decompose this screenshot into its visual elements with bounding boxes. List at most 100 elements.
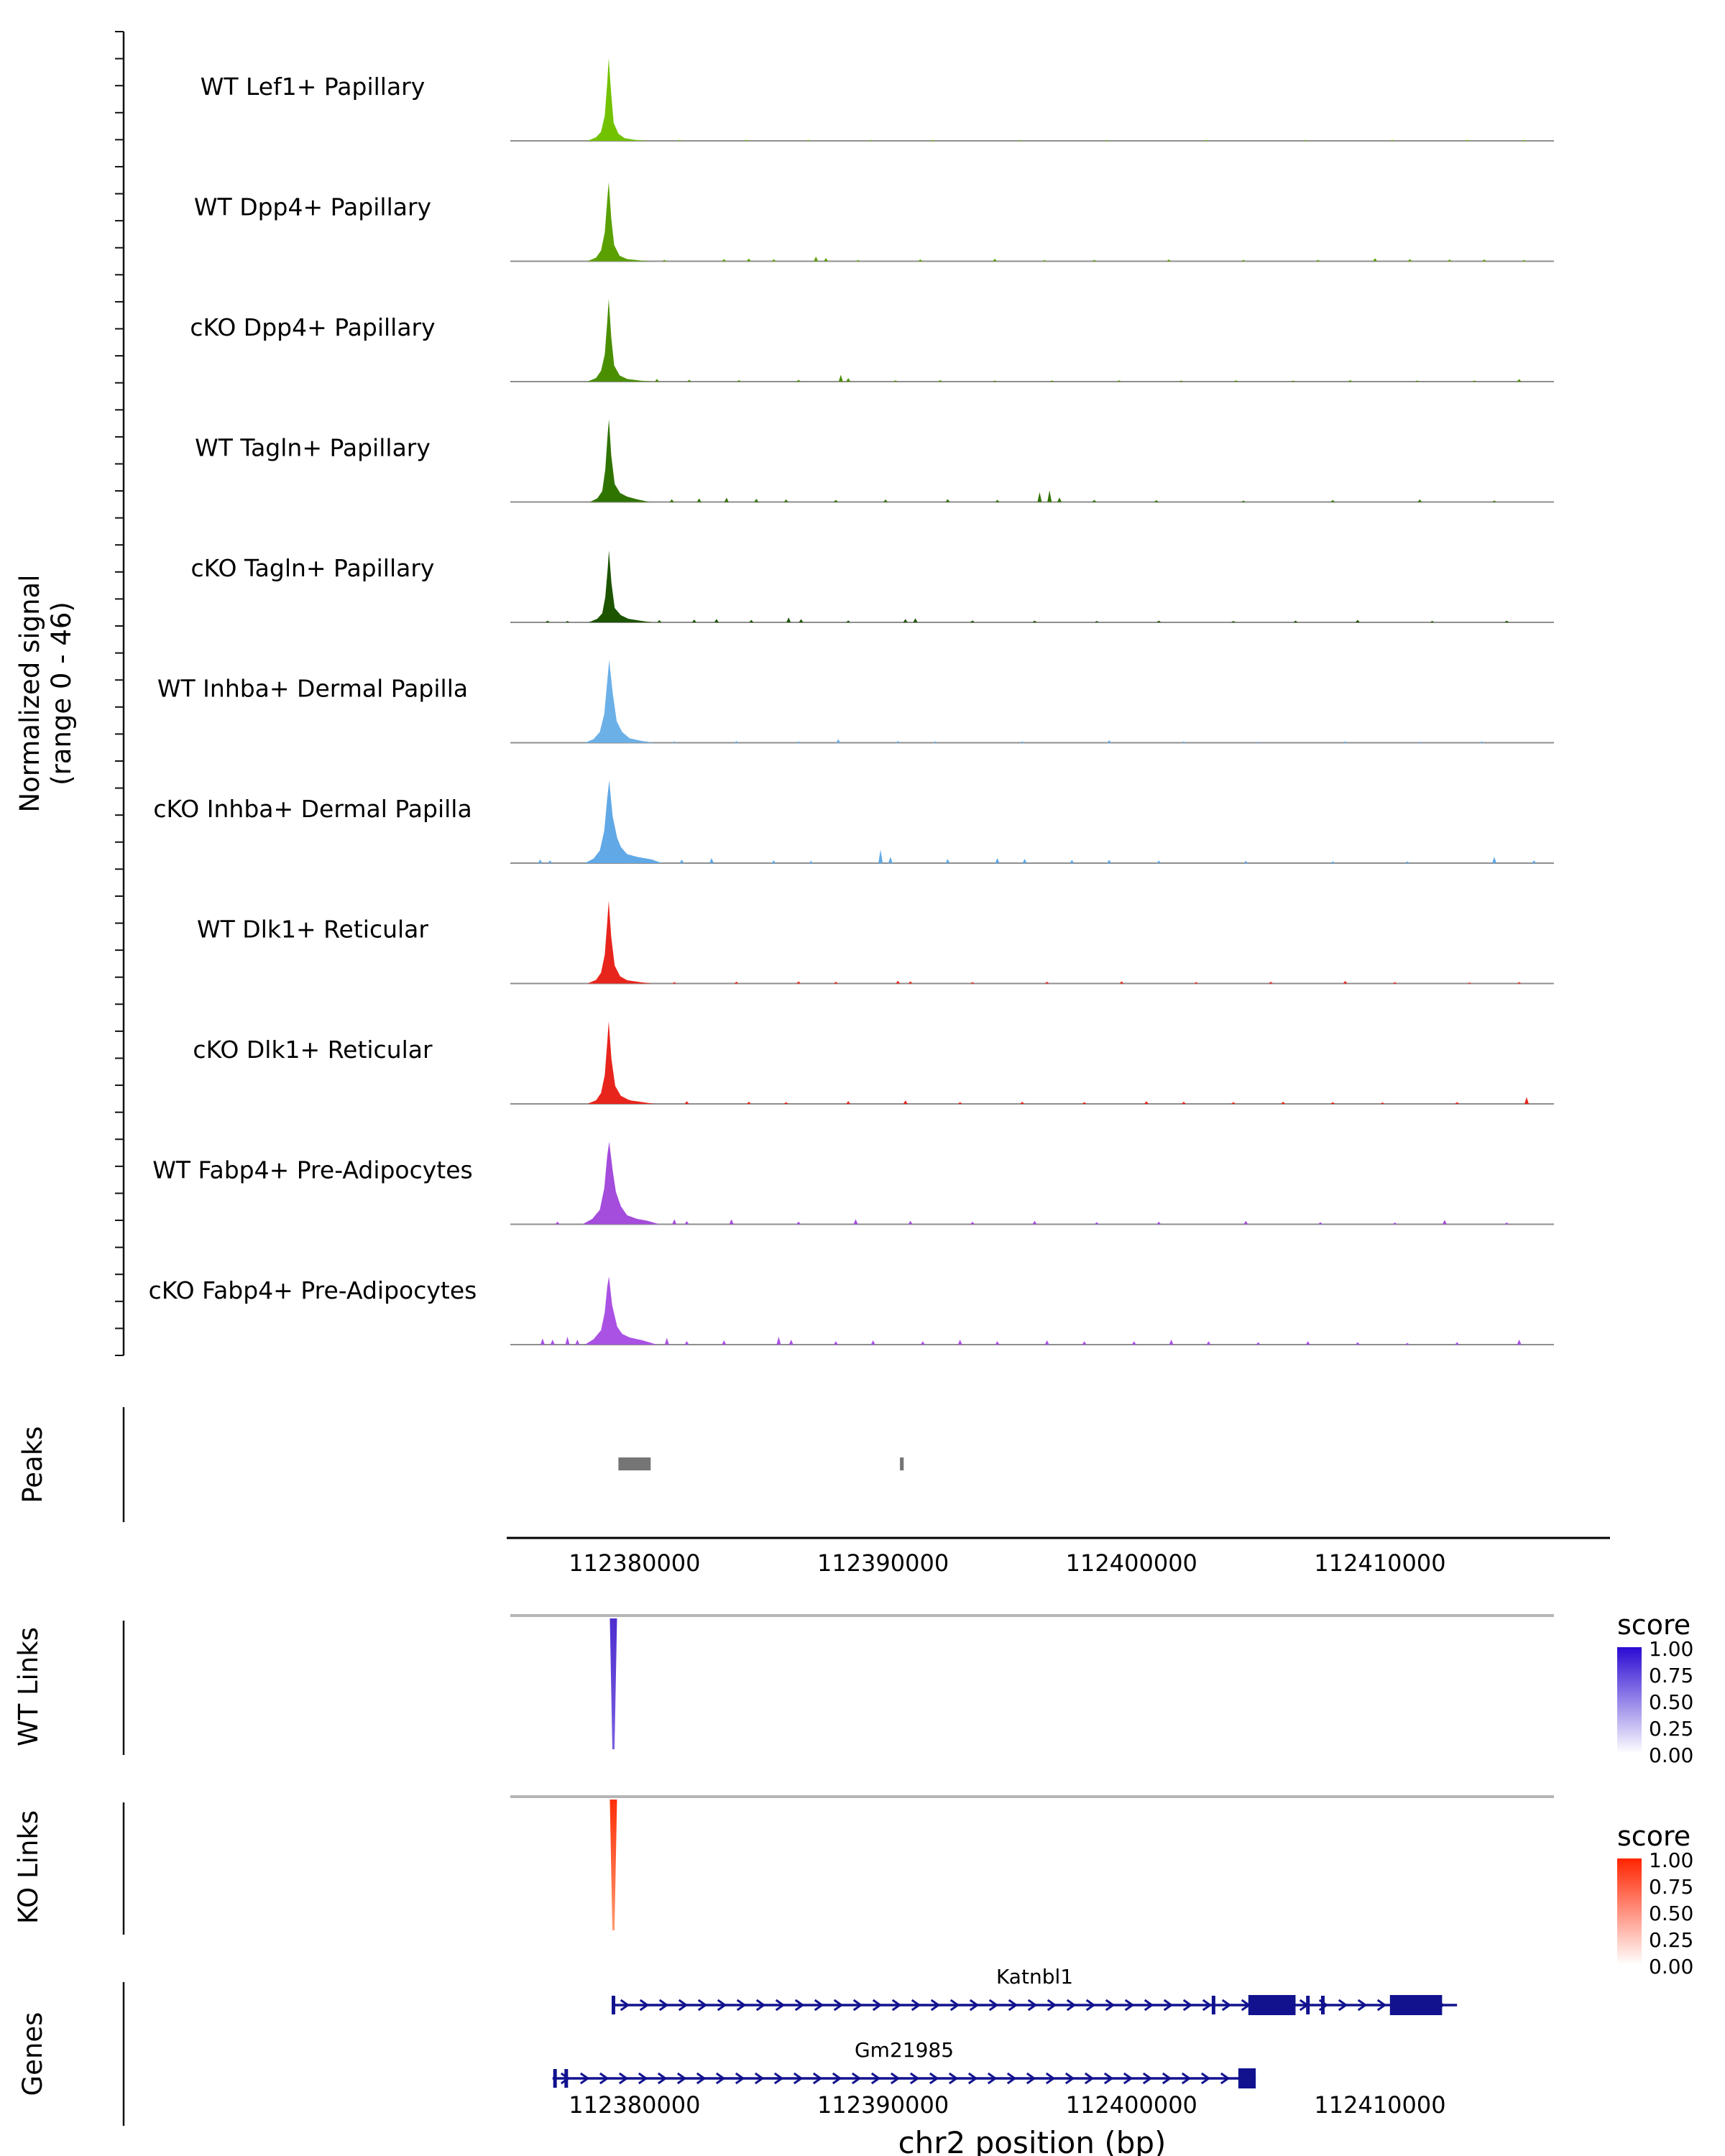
gene-strand-arrow-icon xyxy=(1200,2072,1211,2085)
noise-spike xyxy=(1390,139,1395,141)
signal-y-axis-bracket xyxy=(115,31,125,1356)
track-label: WT Lef1+ Papillary xyxy=(201,73,426,101)
noise-spike xyxy=(1256,1342,1261,1345)
gene-strand-arrow-icon xyxy=(1124,1999,1135,2012)
gene-strand-arrow-icon xyxy=(678,1999,689,2012)
noise-spike xyxy=(1430,621,1435,622)
noise-spike xyxy=(709,858,714,863)
gene-strand-arrow-icon xyxy=(891,1999,902,2012)
gene-strand-arrow-icon xyxy=(851,2072,862,2085)
noise-spike xyxy=(1156,860,1162,863)
noise-spike xyxy=(1206,1341,1211,1345)
noise-spike xyxy=(1156,1222,1162,1225)
noise-spike xyxy=(1032,620,1037,622)
noise-spike xyxy=(918,259,923,262)
gene-strand-arrow-icon xyxy=(793,2072,804,2085)
noise-spike xyxy=(734,982,739,984)
noise-spike xyxy=(1022,859,1027,863)
gene-strand-arrow-icon xyxy=(676,2072,687,2085)
noise-spike xyxy=(945,499,950,502)
noise-spike xyxy=(1305,1341,1310,1345)
noise-spike xyxy=(1517,1340,1522,1345)
gene-exon-tick xyxy=(1306,1996,1310,2014)
noise-spike xyxy=(1092,499,1097,502)
noise-spike xyxy=(788,1340,794,1345)
gene-strand-arrow-icon xyxy=(1220,2072,1230,2085)
track-label: WT Tagln+ Papillary xyxy=(195,434,431,462)
noise-spike xyxy=(1032,1220,1037,1225)
x-tick-label: 112410000 xyxy=(1314,1549,1445,1577)
gene-strand-arrow-icon xyxy=(852,1999,863,2012)
gene-exon-tick xyxy=(1321,1996,1325,2014)
noise-spike xyxy=(1291,380,1295,382)
noise-spike xyxy=(814,257,819,262)
noise-spike xyxy=(1380,1102,1385,1104)
noise-spike xyxy=(729,1219,734,1225)
track-signal-area xyxy=(588,550,653,622)
noise-spike xyxy=(833,1341,838,1345)
noise-spike xyxy=(1044,1340,1049,1345)
noise-spike xyxy=(722,1340,727,1345)
noise-spike xyxy=(1330,861,1335,863)
noise-spike xyxy=(672,741,677,743)
noise-spike xyxy=(1455,1342,1460,1345)
noise-spike xyxy=(1231,1102,1236,1104)
gene-strand-arrow-icon xyxy=(872,1999,883,2012)
score-legend-tick-label: 0.00 xyxy=(1649,1743,1693,1767)
noise-spike xyxy=(1465,139,1469,141)
track-signal-area xyxy=(584,780,662,863)
noise-spike xyxy=(1233,380,1238,382)
noise-spike xyxy=(1504,1222,1509,1225)
noise-spike xyxy=(1241,259,1246,262)
ko-links-track xyxy=(122,1795,1554,1935)
noise-spike xyxy=(824,258,829,262)
noise-spike xyxy=(771,860,776,863)
noise-spike xyxy=(1049,380,1054,382)
noise-spike xyxy=(737,380,742,382)
noise-spike xyxy=(1131,1341,1136,1345)
noise-spike xyxy=(970,620,975,622)
gene-strand-arrow-icon xyxy=(620,1999,630,2012)
gene-strand-arrow-icon xyxy=(969,1999,980,2012)
noise-spike xyxy=(970,982,975,984)
gene-strand-arrow-icon xyxy=(1221,1999,1232,2012)
gene-strand-arrow-icon xyxy=(1357,1999,1368,2012)
track-label: cKO Tagln+ Papillary xyxy=(191,554,435,582)
track-label: cKO Inhba+ Dermal Papilla xyxy=(153,795,472,823)
noise-spike xyxy=(1042,259,1047,262)
gene-strand-arrow-icon xyxy=(658,1999,669,2012)
noise-spike xyxy=(664,1337,669,1345)
noise-spike xyxy=(1092,259,1097,262)
y-axis-label-line1: Normalized signal xyxy=(14,574,45,812)
genes-track: Katnbl1 Gm21985 xyxy=(122,1965,1458,2126)
noise-spike xyxy=(903,619,908,622)
noise-spike xyxy=(796,741,801,743)
noise-spike xyxy=(1094,621,1099,622)
x-tick-label: 112390000 xyxy=(817,2091,949,2119)
noise-spike xyxy=(684,1341,689,1345)
noise-spike xyxy=(796,981,801,984)
gene-strand-arrow-icon xyxy=(1006,2072,1017,2085)
gene-strand-arrow-icon xyxy=(1182,1999,1193,2012)
noise-spike xyxy=(957,1340,962,1345)
peaks-track xyxy=(122,1407,904,1522)
noise-spike xyxy=(896,980,901,984)
track-label: WT Inhba+ Dermal Papilla xyxy=(157,675,468,703)
noise-spike xyxy=(1405,861,1409,863)
noise-spike xyxy=(868,140,873,141)
noise-spike xyxy=(1504,620,1509,622)
noise-spike xyxy=(1243,861,1248,863)
noise-spike xyxy=(938,380,943,382)
noise-spike xyxy=(1082,1341,1087,1345)
gene-strand-arrow-icon xyxy=(988,1999,999,2012)
gene-strand-arrow-icon xyxy=(870,2072,881,2085)
track-label: cKO Fabp4+ Pre-Adipocytes xyxy=(149,1276,477,1304)
noise-spike xyxy=(722,259,727,262)
gene-strand-arrow-icon xyxy=(1142,2072,1153,2085)
noise-spike xyxy=(930,139,935,141)
peak-rect xyxy=(900,1457,904,1470)
noise-spike xyxy=(749,619,754,622)
noise-spike xyxy=(1154,500,1159,502)
noise-spike xyxy=(1455,1102,1460,1104)
noise-spike xyxy=(555,1221,560,1225)
